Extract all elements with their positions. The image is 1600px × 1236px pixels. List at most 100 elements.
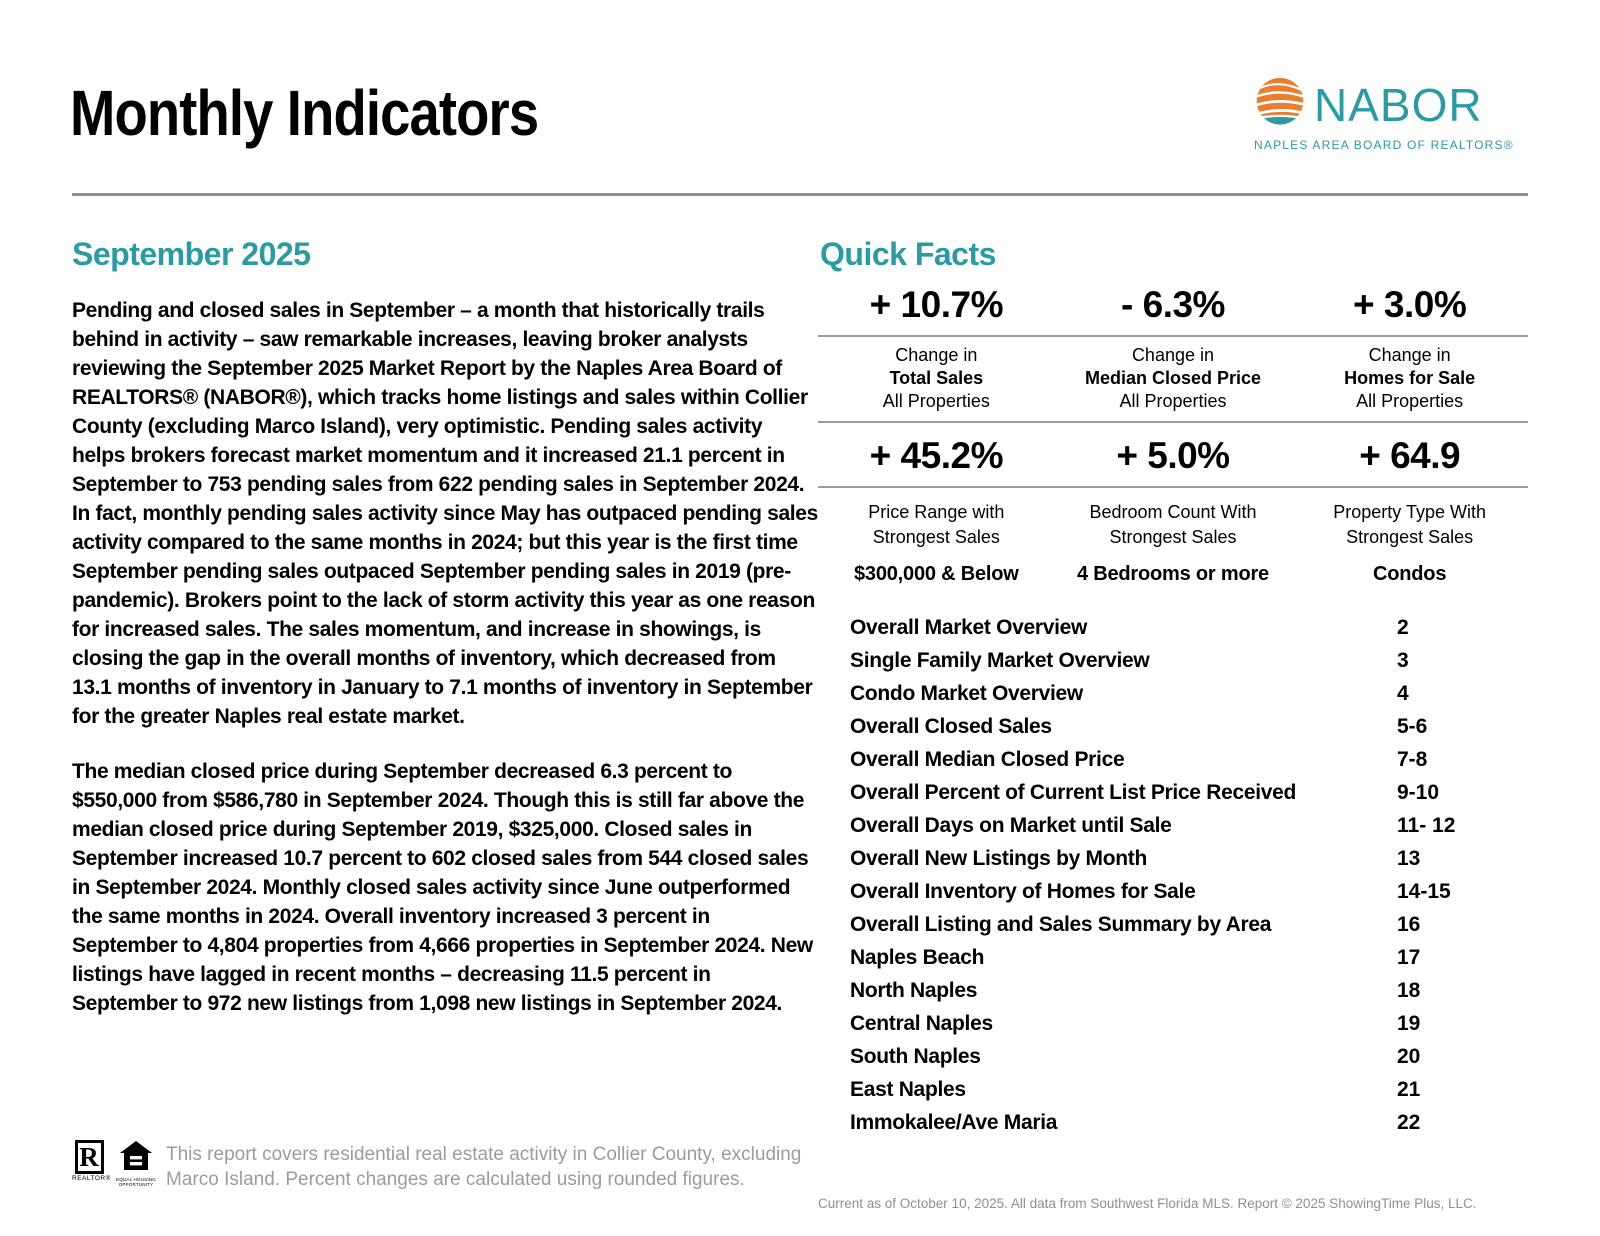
qf-label-line: All Properties [882, 391, 990, 411]
qf-label-line: All Properties [1119, 391, 1227, 411]
quick-facts-labels-row-2: Price Range with Strongest Sales $300,00… [818, 488, 1528, 586]
qf-homes-for-sale-label: Change in Homes for Sale All Properties [1291, 344, 1528, 413]
realtor-r-icon: R [74, 1140, 104, 1174]
toc-item[interactable]: Central Naples 19 [850, 1012, 1512, 1035]
toc-item-pages: 14-15 [1397, 880, 1451, 903]
qf-price-range-cell: Price Range with Strongest Sales $300,00… [818, 500, 1055, 586]
toc-item[interactable]: Overall Closed Sales 5-6 [850, 715, 1512, 738]
narrative-paragraph-2: The median closed price during September… [72, 760, 813, 1015]
toc-item[interactable]: Overall New Listings by Month 13 [850, 847, 1512, 870]
toc-item-pages: 4 [1397, 682, 1409, 705]
toc-item-label[interactable]: Single Family Market Overview [850, 649, 1150, 672]
qf-bedroom-count-value: 4 Bedrooms or more [1076, 563, 1269, 585]
qf-divider [818, 335, 1528, 337]
toc-item-label[interactable]: East Naples [850, 1078, 966, 1101]
toc-item[interactable]: South Naples 20 [850, 1045, 1512, 1068]
qf-total-sales-label: Change in Total Sales All Properties [818, 344, 1055, 413]
qf-median-price-label: Change in Median Closed Price All Proper… [1055, 344, 1292, 413]
toc-item-label[interactable]: Overall Market Overview [850, 616, 1088, 639]
toc-item-pages: 11- 12 [1397, 814, 1456, 837]
toc-item[interactable]: Condo Market Overview 4 [850, 682, 1512, 705]
toc-item-label[interactable]: Overall Days on Market until Sale [850, 814, 1172, 837]
toc-item-label[interactable]: Overall Inventory of Homes for Sale [850, 880, 1196, 903]
data-source-note: Current as of October 10, 2025. All data… [818, 1196, 1477, 1211]
toc-item-pages: 17 [1397, 946, 1421, 969]
toc-item[interactable]: East Naples 21 [850, 1078, 1512, 1101]
qf-total-sales-change: + 10.7% [869, 284, 1004, 325]
qf-property-type-value: Condos [1373, 563, 1447, 585]
quick-facts-heading: Quick Facts [820, 236, 996, 272]
toc-item-pages: 2 [1397, 616, 1409, 639]
toc-item[interactable]: Overall Inventory of Homes for Sale 14-1… [850, 880, 1512, 903]
logo-tagline: NAPLES AREA BOARD OF REALTORS® [1254, 138, 1514, 152]
qf-divider [818, 421, 1528, 423]
toc-item[interactable]: Immokalee/Ave Maria 22 [850, 1111, 1512, 1134]
equal-housing-label: EQUAL HOUSING OPPORTUNITY [116, 1177, 156, 1188]
month-heading: September 2025 [72, 236, 311, 272]
toc-item-pages: 20 [1397, 1045, 1421, 1068]
qf-price-range-label: Price Range with Strongest Sales [868, 502, 1005, 547]
quick-facts-values-row-2: + 45.2% + 5.0% + 64.9 [818, 423, 1528, 486]
qf-median-price-change: - 6.3% [1121, 284, 1225, 325]
qf-property-type-cell: Property Type With Strongest Sales Condo… [1291, 500, 1528, 586]
header-divider [72, 193, 1528, 196]
qf-divider [818, 486, 1528, 488]
equal-housing-logo: EQUAL HOUSING OPPORTUNITY [116, 1140, 156, 1188]
toc-item-pages: 18 [1397, 979, 1421, 1002]
toc-item[interactable]: Overall Median Closed Price 7-8 [850, 748, 1512, 771]
nabor-logo: NABOR NAPLES AREA BOARD OF REALTORS® [1254, 76, 1514, 152]
toc-item-label[interactable]: Overall Median Closed Price [850, 748, 1125, 771]
toc-item-pages: 5-6 [1397, 715, 1428, 738]
toc-item[interactable]: Overall Percent of Current List Price Re… [850, 781, 1512, 804]
toc-item-pages: 13 [1397, 847, 1421, 870]
toc-item-pages: 7-8 [1397, 748, 1428, 771]
toc-item-pages: 9-10 [1397, 781, 1440, 804]
narrative-paragraph-1: Pending and closed sales in September – … [72, 299, 818, 728]
toc-item-label[interactable]: South Naples [850, 1045, 981, 1068]
toc-item-pages: 21 [1397, 1078, 1421, 1101]
realtor-logo: R REALTOR® [72, 1140, 111, 1182]
toc-item-label[interactable]: Overall Percent of Current List Price Re… [850, 781, 1297, 804]
qf-price-range-change: + 45.2% [869, 435, 1004, 476]
narrative-column: September 2025 Pending and closed sales … [72, 238, 818, 1018]
toc-item-label[interactable]: Naples Beach [850, 946, 985, 969]
toc-item-label[interactable]: Central Naples [850, 1012, 993, 1035]
toc-item-label[interactable]: North Naples [850, 979, 978, 1002]
qf-bedroom-count-label: Bedroom Count With Strongest Sales [1089, 502, 1257, 547]
qf-label-strong: Median Closed Price [1084, 368, 1262, 388]
toc-item[interactable]: North Naples 18 [850, 979, 1512, 1002]
toc-item-label[interactable]: Overall Listing and Sales Summary by Are… [850, 913, 1272, 936]
toc-item[interactable]: Overall Market Overview 2 [850, 616, 1512, 639]
toc-item-label[interactable]: Immokalee/Ave Maria [850, 1111, 1058, 1134]
toc-item-pages: 19 [1397, 1012, 1421, 1035]
toc-item-label[interactable]: Overall Closed Sales [850, 715, 1052, 738]
qf-bedroom-count-change: + 5.0% [1116, 435, 1230, 476]
qf-label-strong: Total Sales [889, 368, 984, 388]
toc-item-label[interactable]: Condo Market Overview [850, 682, 1083, 705]
coverage-note-block: R REALTOR® EQUAL HOUSING OPPORTUNITY Thi… [72, 1140, 820, 1192]
coverage-note-text: This report covers residential real esta… [166, 1144, 802, 1190]
quick-facts-grid: + 10.7% - 6.3% + 3.0% Change in Total Sa… [818, 284, 1528, 586]
qf-label-strong: Homes for Sale [1344, 368, 1476, 388]
qf-property-type-label: Property Type With Strongest Sales [1333, 502, 1486, 547]
toc-item[interactable]: Overall Listing and Sales Summary by Are… [850, 913, 1512, 936]
realtor-logo-label: REALTOR® [72, 1175, 111, 1182]
qf-homes-for-sale-change: + 3.0% [1353, 284, 1467, 325]
qf-bedroom-count-cell: Bedroom Count With Strongest Sales 4 Bed… [1055, 500, 1292, 586]
toc-item-pages: 16 [1397, 913, 1421, 936]
quick-facts-values-row-1: + 10.7% - 6.3% + 3.0% [818, 284, 1528, 335]
shell-icon [1254, 76, 1306, 133]
qf-property-type-change: + 64.9 [1359, 435, 1461, 476]
equal-housing-house-icon [119, 1141, 153, 1176]
table-of-contents: Overall Market Overview 2 Single Family … [850, 616, 1512, 1144]
qf-label-line: Change in [1131, 345, 1215, 365]
toc-item[interactable]: Naples Beach 17 [850, 946, 1512, 969]
qf-label-line: All Properties [1356, 391, 1464, 411]
qf-label-line: Change in [895, 345, 978, 365]
page-title: Monthly Indicators [70, 77, 539, 149]
qf-label-line: Change in [1368, 345, 1451, 365]
toc-item[interactable]: Single Family Market Overview 3 [850, 649, 1512, 672]
quick-facts-labels-row-1: Change in Total Sales All Properties Cha… [818, 337, 1528, 421]
toc-item[interactable]: Overall Days on Market until Sale 11- 12 [850, 814, 1512, 837]
toc-item-label[interactable]: Overall New Listings by Month [850, 847, 1148, 870]
